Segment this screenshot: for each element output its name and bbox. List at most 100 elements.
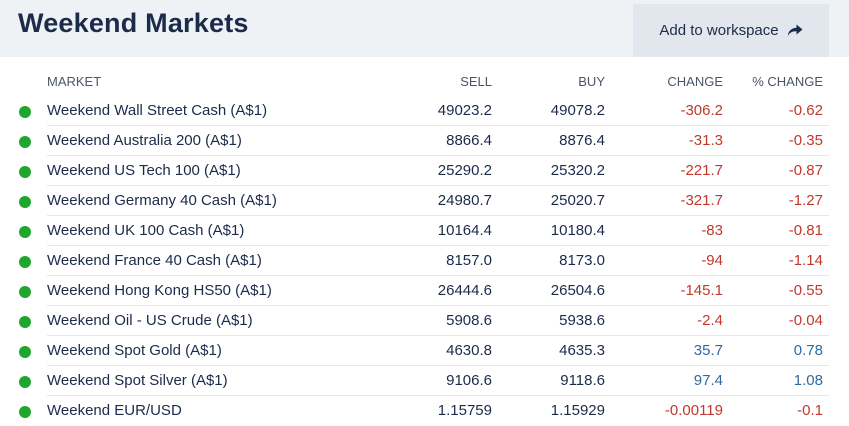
buy-price[interactable]: 1.15929 [550, 402, 605, 419]
market-name[interactable]: Weekend Germany 40 Cash (A$1) [47, 192, 277, 209]
change-value: -2.4 [697, 312, 723, 329]
buy-price[interactable]: 5938.6 [559, 312, 605, 329]
change-value: -83 [701, 222, 723, 239]
market-status-dot-icon [19, 316, 31, 328]
buy-price[interactable]: 26504.6 [550, 282, 605, 299]
market-name[interactable]: Weekend UK 100 Cash (A$1) [47, 222, 245, 239]
row-divider [47, 155, 829, 156]
market-name[interactable]: Weekend Hong Kong HS50 (A$1) [47, 282, 272, 299]
column-header-market[interactable]: MARKET [47, 74, 102, 89]
market-status-dot-icon [19, 376, 31, 388]
table-row[interactable]: Weekend Wall Street Cash (A$1) 49023.2 490… [0, 96, 849, 126]
pct-change-value: -0.55 [788, 282, 823, 299]
buy-price[interactable]: 25320.2 [550, 162, 605, 179]
add-to-workspace-label: Add to workspace [659, 22, 779, 39]
change-value: -321.7 [680, 192, 723, 209]
row-divider [47, 305, 829, 306]
market-status-dot-icon [19, 136, 31, 148]
buy-price[interactable]: 8173.0 [559, 252, 605, 269]
table-row[interactable]: Weekend US Tech 100 (A$1) 25290.2 25320.2 -… [0, 156, 849, 186]
sell-price[interactable]: 5908.6 [446, 312, 492, 329]
table-header-row: MARKET SELL BUY CHANGE % CHANGE [0, 66, 849, 96]
table-row[interactable]: Weekend UK 100 Cash (A$1) 10164.4 10180.4 -… [0, 216, 849, 246]
change-value: 35.7 [693, 342, 723, 359]
pct-change-value: 1.08 [793, 372, 823, 389]
sell-price[interactable]: 9106.6 [446, 372, 492, 389]
sell-price[interactable]: 49023.2 [437, 102, 492, 119]
table-row[interactable]: Weekend Oil - US Crude (A$1) 5908.6 5938.6… [0, 306, 849, 336]
table-row[interactable]: Weekend Germany 40 Cash (A$1) 24980.7 2502… [0, 186, 849, 216]
change-value: -145.1 [680, 282, 723, 299]
change-value: -306.2 [680, 102, 723, 119]
change-value: -221.7 [680, 162, 723, 179]
table-body: Weekend Wall Street Cash (A$1) 49023.2 490… [0, 96, 849, 426]
table-row[interactable]: Weekend EUR/USD 1.15759 1.15929 -0.00119 -0.… [0, 396, 849, 426]
sell-price[interactable]: 4630.8 [446, 342, 492, 359]
buy-price[interactable]: 9118.6 [560, 372, 605, 389]
table-row[interactable]: Weekend Spot Silver (A$1) 9106.6 9118.6 97.… [0, 366, 849, 396]
market-status-dot-icon [19, 346, 31, 358]
row-divider [47, 395, 829, 396]
row-divider [47, 215, 829, 216]
market-status-dot-icon [19, 166, 31, 178]
column-header-buy[interactable]: BUY [578, 74, 605, 89]
market-status-dot-icon [19, 106, 31, 118]
sell-price[interactable]: 8157.0 [446, 252, 492, 269]
sell-price[interactable]: 10164.4 [437, 222, 492, 239]
row-divider [47, 125, 829, 126]
buy-price[interactable]: 10180.4 [550, 222, 605, 239]
change-value: -94 [701, 252, 723, 269]
table-row[interactable]: Weekend Australia 200 (A$1) 8866.4 8876.4 -… [0, 126, 849, 156]
market-name[interactable]: Weekend EUR/USD [47, 402, 182, 419]
market-name[interactable]: Weekend Spot Silver (A$1) [47, 372, 228, 389]
market-name[interactable]: Weekend Wall Street Cash (A$1) [47, 102, 268, 119]
table-row[interactable]: Weekend Hong Kong HS50 (A$1) 26444.6 26504… [0, 276, 849, 306]
row-divider [47, 185, 829, 186]
row-divider [47, 245, 829, 246]
buy-price[interactable]: 25020.7 [550, 192, 605, 209]
page-header: Weekend Markets Add to workspace [0, 0, 849, 57]
buy-price[interactable]: 4635.3 [559, 342, 605, 359]
row-divider [47, 335, 829, 336]
market-name[interactable]: Weekend Oil - US Crude (A$1) [47, 312, 253, 329]
buy-price[interactable]: 49078.2 [550, 102, 605, 119]
share-arrow-icon [787, 24, 803, 37]
pct-change-value: -0.81 [788, 222, 823, 239]
market-status-dot-icon [19, 256, 31, 268]
market-name[interactable]: Weekend Australia 200 (A$1) [47, 132, 242, 149]
market-status-dot-icon [19, 406, 31, 418]
table-row[interactable]: Weekend France 40 Cash (A$1) 8157.0 8173.0… [0, 246, 849, 276]
market-name[interactable]: Weekend US Tech 100 (A$1) [47, 162, 241, 179]
market-name[interactable]: Weekend France 40 Cash (A$1) [47, 252, 262, 269]
market-name[interactable]: Weekend Spot Gold (A$1) [47, 342, 222, 359]
sell-price[interactable]: 24980.7 [437, 192, 492, 209]
sell-price[interactable]: 26444.6 [437, 282, 492, 299]
table-row[interactable]: Weekend Spot Gold (A$1) 4630.8 4635.3 35.7 0… [0, 336, 849, 366]
change-value: 97.4 [693, 372, 723, 389]
market-status-dot-icon [19, 226, 31, 238]
pct-change-value: -0.35 [788, 132, 823, 149]
sell-price[interactable]: 1.15759 [437, 402, 492, 419]
pct-change-value: -0.87 [788, 162, 823, 179]
page-title: Weekend Markets [18, 8, 249, 38]
sell-price[interactable]: 8866.4 [446, 132, 492, 149]
row-divider [47, 275, 829, 276]
markets-table: MARKET SELL BUY CHANGE % CHANGE Weekend … [0, 66, 849, 426]
market-status-dot-icon [19, 196, 31, 208]
change-value: -0.00119 [664, 402, 723, 419]
add-to-workspace-button[interactable]: Add to workspace [633, 4, 829, 57]
pct-change-value: -0.1 [797, 402, 823, 419]
pct-change-value: -0.04 [788, 312, 823, 329]
buy-price[interactable]: 8876.4 [559, 132, 605, 149]
pct-change-value: -0.62 [788, 102, 823, 119]
row-divider [47, 365, 829, 366]
sell-price[interactable]: 25290.2 [437, 162, 492, 179]
pct-change-value: 0.78 [793, 342, 823, 359]
change-value: -31.3 [688, 132, 723, 149]
pct-change-value: -1.27 [788, 192, 823, 209]
column-header-pct-change[interactable]: % CHANGE [752, 74, 823, 89]
column-header-change[interactable]: CHANGE [667, 74, 723, 89]
market-status-dot-icon [19, 286, 31, 298]
pct-change-value: -1.14 [788, 252, 823, 269]
column-header-sell[interactable]: SELL [460, 74, 492, 89]
